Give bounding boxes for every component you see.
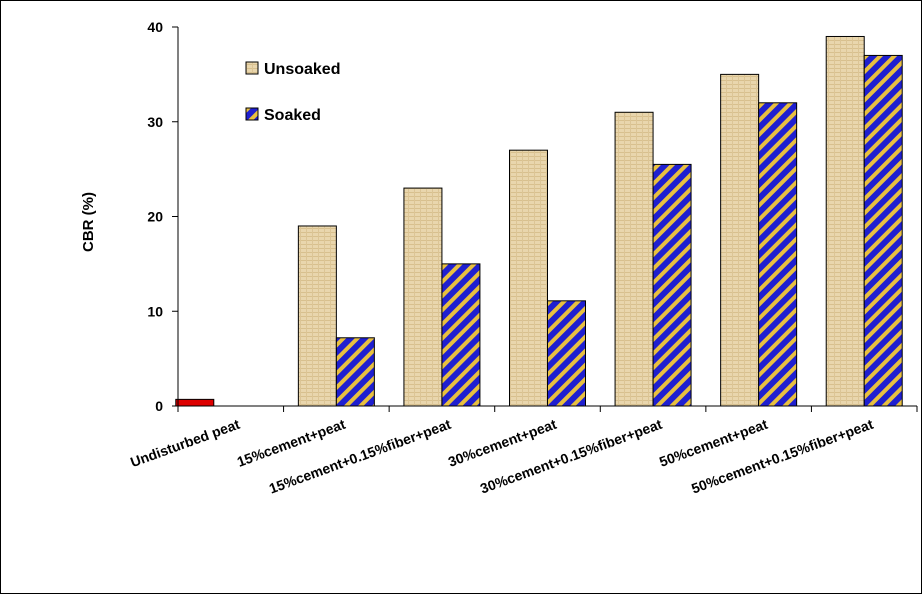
- y-tick-label: 30: [147, 114, 163, 130]
- bar-unsoaked: [720, 73, 760, 407]
- bar-soaked: [758, 102, 798, 407]
- y-tick-label: 40: [147, 19, 163, 35]
- y-axis-label: CBR (%): [80, 192, 97, 252]
- bar-unsoaked: [825, 35, 865, 407]
- legend: Unsoaked Soaked: [245, 61, 340, 124]
- bar-unsoaked: [297, 225, 337, 407]
- legend-label-unsoaked: Unsoaked: [264, 61, 340, 78]
- bar-unsoaked: [403, 187, 443, 407]
- bar-soaked: [652, 163, 692, 407]
- y-tick-label: 10: [147, 303, 163, 319]
- bar-unsoaked: [175, 398, 215, 407]
- legend-swatch-soaked: [245, 107, 259, 121]
- legend-label-soaked: Soaked: [264, 107, 321, 124]
- bar-unsoaked: [614, 111, 654, 407]
- bar-soaked: [863, 54, 903, 407]
- bar-soaked: [547, 300, 586, 407]
- y-tick-label: 20: [147, 209, 163, 225]
- bar-soaked: [335, 337, 375, 407]
- y-tick-label: 0: [155, 398, 163, 414]
- bar-unsoaked: [509, 149, 548, 407]
- bar-soaked: [441, 263, 481, 407]
- legend-swatch-unsoaked: [245, 61, 259, 75]
